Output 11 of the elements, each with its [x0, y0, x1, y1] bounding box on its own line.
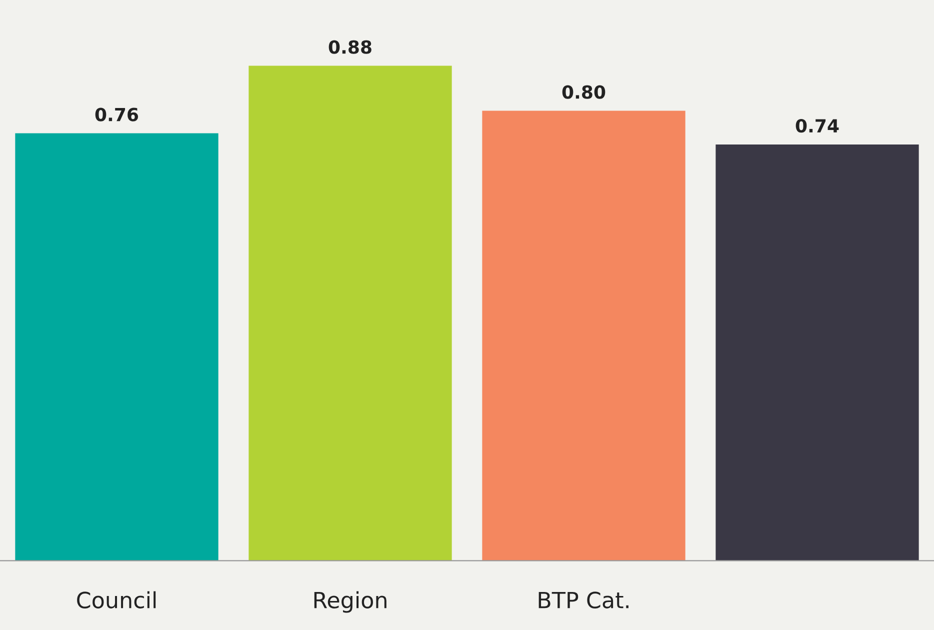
- bar: [482, 110, 686, 561]
- data-label: 0.88: [328, 40, 372, 54]
- data-label: 0.80: [562, 85, 606, 99]
- x-tick-label: Region: [314, 591, 386, 613]
- bar: [716, 144, 919, 561]
- bar: [15, 133, 218, 561]
- data-label: 0.74: [796, 118, 839, 133]
- data-label: 0.76: [95, 108, 138, 122]
- x-tick-label: BTP Cat.: [538, 592, 628, 608]
- x-tick-label: Council: [77, 591, 156, 608]
- bar: [248, 66, 452, 561]
